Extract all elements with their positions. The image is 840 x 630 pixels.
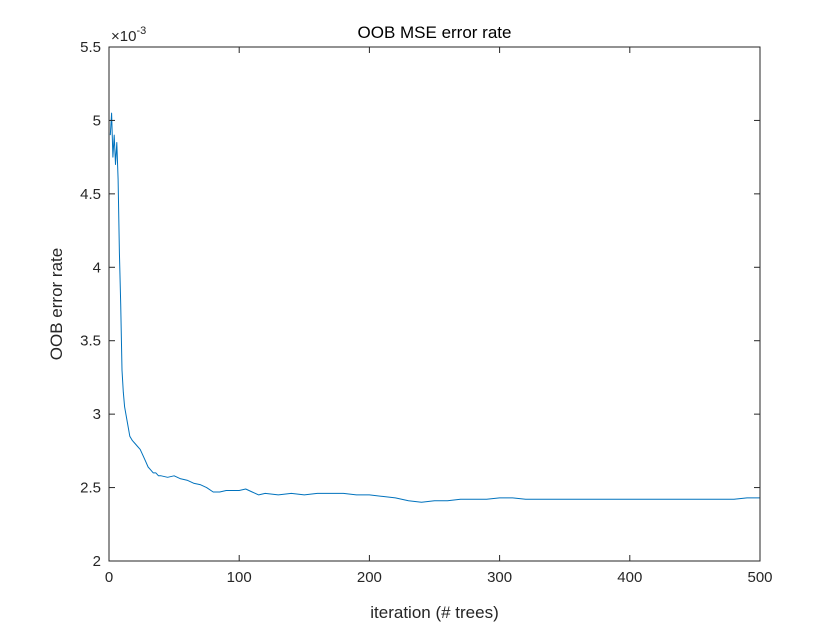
data-layer — [109, 112, 760, 503]
y-tick-label: 4 — [93, 259, 101, 276]
plot-frame — [108, 46, 761, 562]
y-tick-label: 4.5 — [80, 186, 101, 203]
x-tick-label: 100 — [227, 569, 252, 586]
y-axis-multiplier: ×10-3 — [111, 25, 146, 45]
series-line-0 — [109, 112, 760, 503]
y-axis-multiplier-base: ×10 — [111, 28, 136, 45]
y-tick-label: 5 — [93, 112, 101, 129]
x-tick-label: 500 — [747, 569, 772, 586]
y-axis-label: OOB error rate — [47, 248, 66, 360]
y-tick-label: 2 — [93, 553, 101, 570]
y-tick-label: 2.5 — [80, 480, 101, 497]
y-axis-multiplier-exponent: -3 — [136, 25, 146, 37]
y-tick-label: 3 — [93, 406, 101, 423]
y-tick-label: 3.5 — [80, 333, 101, 350]
x-tick-label: 300 — [487, 569, 512, 586]
x-tick-label: 400 — [617, 569, 642, 586]
chart-title: OOB MSE error rate — [358, 23, 512, 42]
x-tick-label: 200 — [357, 569, 382, 586]
plot-area — [109, 47, 760, 561]
y-tick-label: 5.5 — [80, 39, 101, 56]
x-tick-label: 0 — [105, 569, 113, 586]
x-axis-label: iteration (# trees) — [370, 603, 499, 622]
